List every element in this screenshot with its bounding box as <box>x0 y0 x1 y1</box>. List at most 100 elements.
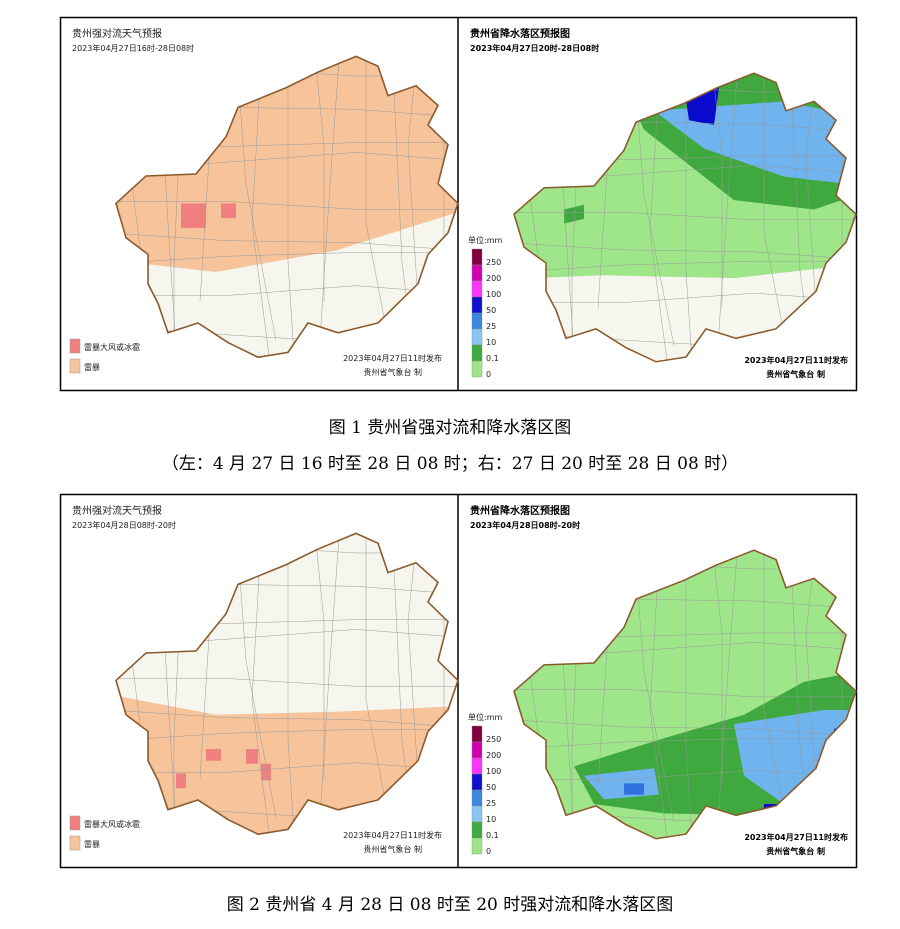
figure-caption: 图 1 贵州省强对流和降水落区图 <box>329 418 572 438</box>
agency: 贵州省气象台 制 <box>363 844 422 854</box>
legend-swatch <box>69 338 81 354</box>
scale-swatch <box>471 773 483 791</box>
map-region <box>246 749 258 764</box>
scale-swatch <box>471 328 483 346</box>
county-border <box>116 232 458 253</box>
county-border <box>685 73 697 362</box>
panel-time: 2023年04月27日20时-28日08时 <box>470 43 599 53</box>
legend-label: 雷暴大风或冰雹 <box>84 342 140 352</box>
scale-label: 25 <box>486 322 496 331</box>
scale-swatch <box>471 821 483 839</box>
scale-swatch <box>471 312 483 330</box>
county-border <box>116 201 458 210</box>
scale-swatch <box>471 741 483 759</box>
legend-label: 雷暴大风或冰雹 <box>84 819 140 829</box>
county-border <box>789 550 821 839</box>
legend-swatch <box>69 815 81 831</box>
county-border <box>514 260 856 273</box>
province-border <box>115 532 459 836</box>
county-border <box>514 719 856 739</box>
agency: 贵州省气象台 制 <box>363 367 422 377</box>
county-border <box>789 73 821 362</box>
county-border <box>287 533 299 835</box>
scale-label: 0 <box>486 847 491 856</box>
panel-time: 2023年04月28日08时-20时 <box>72 520 176 530</box>
scale-swatch <box>471 280 483 298</box>
county-border <box>649 73 671 362</box>
province-border <box>115 55 459 359</box>
scale-label: 250 <box>486 735 501 744</box>
unit-label: 单位:mm <box>468 712 502 722</box>
county-border <box>116 252 458 265</box>
panel-title: 贵州省降水落区预报图 <box>470 27 570 40</box>
legend-swatch <box>69 358 81 374</box>
county-border <box>313 56 325 302</box>
map-region <box>261 763 271 781</box>
scale-label: 200 <box>486 751 501 760</box>
county-border <box>514 212 856 221</box>
map-region <box>181 203 206 228</box>
scale-label: 0.1 <box>486 831 499 840</box>
scale-label: 0.1 <box>486 354 499 363</box>
issued: 2023年04月27日11时发布 <box>343 353 442 363</box>
panel-title: 贵州省降水落区预报图 <box>470 504 570 517</box>
scale-swatch <box>471 837 483 855</box>
scale-swatch <box>471 248 483 266</box>
panel-title: 贵州强对流天气预报 <box>72 504 162 517</box>
county-border <box>116 729 458 742</box>
scale-swatch <box>471 757 483 775</box>
scale-label: 200 <box>486 274 501 283</box>
county-border <box>313 533 325 779</box>
county-border <box>514 737 856 750</box>
county-border <box>116 709 458 730</box>
scale-swatch <box>471 344 483 362</box>
figure-caption: 图 2 贵州省 4 月 28 日 08 时至 20 时强对流和降水落区图 <box>227 895 674 915</box>
map-region <box>176 773 186 789</box>
county-border <box>514 242 856 262</box>
scale-swatch <box>471 264 483 282</box>
map-region <box>206 749 221 761</box>
figure-subcaption: （左：4 月 27 日 16 时至 28 日 08 时；右：27 日 20 时至… <box>162 454 738 474</box>
legend-swatch <box>69 835 81 851</box>
issued: 2023年04月27日11时发布 <box>343 830 442 840</box>
agency: 贵州省气象台 制 <box>766 846 825 856</box>
county-border <box>116 678 458 687</box>
scale-label: 50 <box>486 783 496 792</box>
scale-swatch <box>471 789 483 807</box>
panel-time: 2023年04月27日16时-28日08时 <box>72 43 194 53</box>
scale-label: 250 <box>486 258 501 267</box>
province-border <box>513 72 857 363</box>
county-border <box>685 550 697 839</box>
map-region <box>564 204 584 224</box>
county-border <box>711 550 723 786</box>
scale-label: 10 <box>486 338 496 347</box>
county-border <box>251 533 273 835</box>
county-border <box>711 73 723 309</box>
scale-label: 10 <box>486 815 496 824</box>
scale-swatch <box>471 725 483 743</box>
agency: 贵州省气象台 制 <box>766 369 825 379</box>
county-border <box>251 56 273 358</box>
map-region <box>221 203 236 219</box>
scale-label: 100 <box>486 290 501 299</box>
scale-label: 25 <box>486 799 496 808</box>
legend-label: 雷暴 <box>84 840 100 849</box>
scale-label: 50 <box>486 306 496 315</box>
county-border <box>287 56 299 358</box>
map-region <box>624 783 644 795</box>
scale-swatch <box>471 805 483 823</box>
province-border <box>513 549 857 840</box>
issued: 2023年04月27日11时发布 <box>744 832 848 842</box>
scale-label: 100 <box>486 767 501 776</box>
county-border <box>649 550 671 839</box>
unit-label: 单位:mm <box>468 235 502 245</box>
scale-swatch <box>471 296 483 314</box>
county-border <box>391 56 423 358</box>
issued: 2023年04月27日11时发布 <box>744 355 848 365</box>
county-border <box>514 689 856 698</box>
legend-label: 雷暴 <box>84 363 100 372</box>
